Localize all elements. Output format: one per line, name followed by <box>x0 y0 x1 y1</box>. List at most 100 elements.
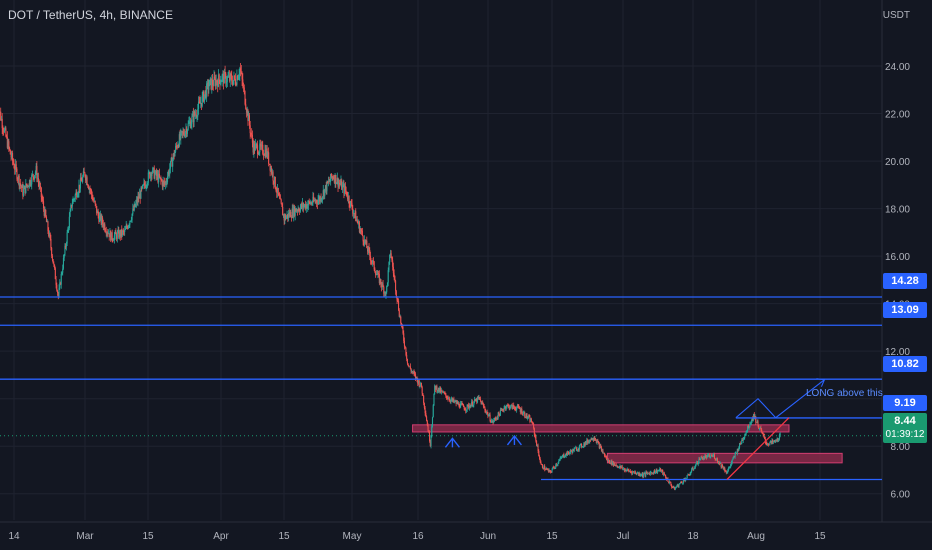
candle-body <box>555 464 558 466</box>
candle-body <box>28 179 31 187</box>
candle-body <box>127 225 129 229</box>
candle-body <box>356 219 358 222</box>
candle-body <box>493 420 495 423</box>
candle-body <box>376 274 378 275</box>
candle-body <box>634 472 636 474</box>
candle-body <box>236 76 238 85</box>
candle-body <box>712 455 714 457</box>
candle-body <box>97 211 99 216</box>
candle-body <box>3 129 5 133</box>
candle-body <box>518 406 520 408</box>
candle-body <box>669 481 671 483</box>
candle-body <box>439 388 441 392</box>
candle-body <box>565 453 567 457</box>
candle-body <box>316 202 318 205</box>
candle-body <box>433 393 435 406</box>
candle-body <box>79 184 81 189</box>
candle-body <box>325 185 327 192</box>
candle-body <box>305 204 307 209</box>
candle-body <box>83 171 85 173</box>
candle-body <box>5 128 7 137</box>
candle-body <box>618 466 620 468</box>
candle-body <box>86 177 88 185</box>
candle-body <box>402 326 404 334</box>
candle-body <box>252 142 254 153</box>
candle-body <box>465 409 467 411</box>
candle-body <box>717 461 719 464</box>
candle-body <box>483 406 485 408</box>
candle-body <box>223 73 225 84</box>
candle-body <box>695 464 697 466</box>
candle-body <box>710 455 712 457</box>
candle-body <box>691 469 693 473</box>
candle-body <box>558 461 560 464</box>
candle-body <box>147 172 149 183</box>
candle-body <box>167 171 169 177</box>
candle-body <box>85 177 87 181</box>
candle-body <box>178 144 180 147</box>
candle-body <box>315 200 317 202</box>
candle-body <box>318 197 320 201</box>
candle-body <box>299 210 301 212</box>
candle-body <box>0 118 3 121</box>
candle-body <box>292 208 294 217</box>
candle-body <box>576 450 578 451</box>
candle-body <box>560 457 562 459</box>
candle-body <box>513 405 515 408</box>
candle-body <box>285 216 287 219</box>
candle-body <box>32 174 34 177</box>
candle-body <box>76 191 78 198</box>
candle-body <box>502 410 504 411</box>
candle-body <box>313 200 315 202</box>
candle-body <box>574 447 576 449</box>
candle-body <box>682 479 685 483</box>
candle-body <box>545 468 547 470</box>
candle-body <box>651 472 653 474</box>
candle-body <box>447 398 449 400</box>
candle-body <box>593 438 595 440</box>
long-annotation: LONG above this <box>806 388 883 399</box>
candle-body <box>543 466 545 469</box>
candle-body <box>592 439 594 441</box>
candle-body <box>186 128 188 134</box>
candle-body <box>701 456 703 458</box>
candle-body <box>594 438 596 440</box>
candle-body <box>423 395 425 404</box>
candle-body <box>275 188 277 192</box>
candle-body <box>120 229 122 237</box>
candle-body <box>600 445 602 448</box>
candle-body <box>119 231 121 237</box>
candle-body <box>505 407 507 409</box>
candle-body <box>501 409 503 411</box>
candle-body <box>351 203 353 209</box>
candle-body <box>474 399 476 402</box>
candle-body <box>160 177 162 180</box>
candle-body <box>510 404 513 406</box>
price-label-9-19: 9.19 <box>883 395 927 411</box>
candle-body <box>174 151 176 157</box>
candle-body <box>716 458 718 460</box>
candle-body <box>637 472 639 475</box>
candle-body <box>650 472 652 474</box>
candle-body <box>588 441 590 443</box>
candle-body <box>540 462 542 465</box>
candle-body <box>273 176 276 184</box>
candle-body <box>432 405 434 418</box>
candle-body <box>452 398 454 401</box>
candle-body <box>550 471 552 472</box>
candle-body <box>446 398 448 399</box>
candle-body <box>681 482 683 484</box>
candle-body <box>412 371 414 373</box>
candle-body <box>723 468 725 470</box>
candle-body <box>242 86 245 88</box>
candle-body <box>56 290 59 293</box>
candle-body <box>258 152 260 155</box>
candle-body <box>422 393 424 396</box>
candle-body <box>478 397 480 398</box>
candle-body <box>381 283 383 288</box>
candle-body <box>595 439 597 441</box>
candle-body <box>35 166 37 173</box>
candle-body <box>443 392 445 394</box>
candle-body <box>375 272 377 275</box>
